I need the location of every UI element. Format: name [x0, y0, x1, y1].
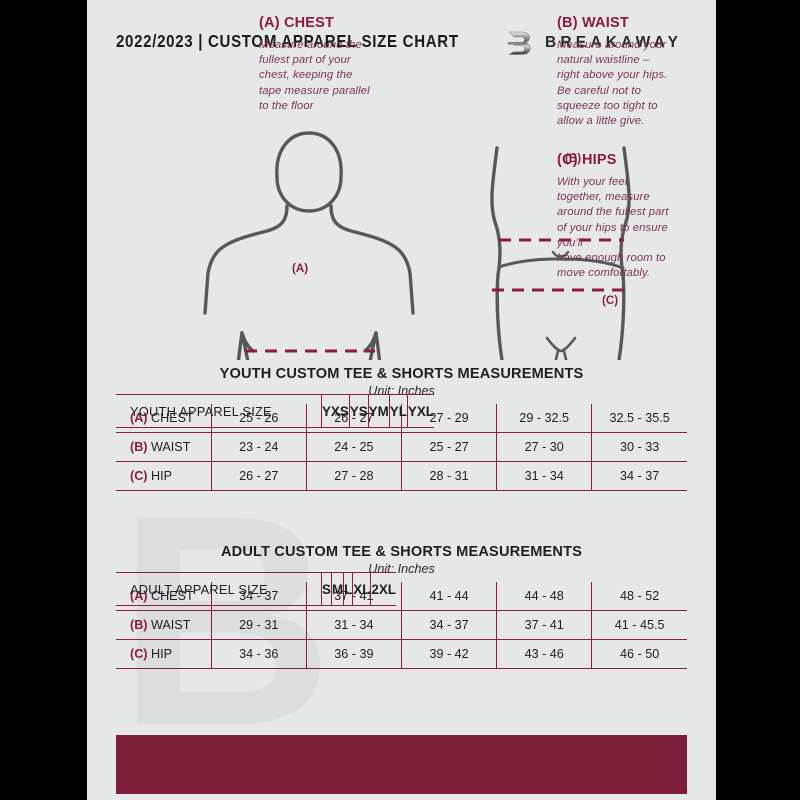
column-header: XL	[352, 572, 372, 606]
cell: 34 - 37	[591, 461, 687, 491]
youth-apparel-size-label: YOUTH APPAREL SIZE	[116, 394, 322, 428]
column-header: YL	[389, 394, 408, 428]
row-name: HIP	[150, 647, 172, 661]
column-header: YXS	[321, 394, 350, 428]
table-header-row: ADULT APPAREL SIZE S M L XL 2XL	[116, 572, 716, 606]
callout-chest: (A) CHEST Measure around the fullest par…	[259, 15, 434, 114]
row-tag: (C)	[130, 647, 148, 661]
page-title: 2022/2023 | CUSTOM APPAREL SIZE CHART	[116, 31, 459, 51]
column-header: YS	[349, 394, 369, 428]
cell: 44 - 48	[496, 582, 593, 611]
callout-line: you'll	[557, 236, 583, 249]
row-name: WAIST	[150, 440, 191, 454]
callout-line: around the fullest part	[557, 206, 669, 219]
measurement-figures: (A) (B) (C)	[87, 70, 716, 360]
adult-size-table: ADULT APPAREL SIZE S M L XL 2XL (A) CHES…	[116, 572, 687, 669]
callout-hips: (C) HIPS With your feet together, measur…	[557, 152, 707, 281]
callout-hips-body: With your feet together, measure around …	[557, 175, 707, 281]
row-label: (B) WAIST	[116, 610, 212, 640]
column-header: 2XL	[370, 572, 396, 606]
waist-marker-label: (B)	[565, 152, 582, 165]
callout-line: tape measure parallel	[259, 84, 370, 97]
callout-waist: (B) WAIST Measure around your natural wa…	[557, 15, 707, 129]
cell: 34 - 36	[211, 639, 307, 669]
cell: 46 - 50	[591, 639, 687, 669]
callout-line: squeeze too tight to	[557, 99, 658, 112]
cell: 23 - 24	[211, 432, 307, 462]
callout-line: right above your hips.	[557, 69, 668, 82]
brand-name: BREAKAWAY	[545, 34, 683, 51]
row-label: (C) HIP	[116, 461, 212, 491]
adult-measurements-block: ADULT CUSTOM TEE & SHORTS MEASUREMENTS U…	[116, 544, 687, 669]
callout-line: chest, keeping the	[259, 69, 353, 82]
row-name: HIP	[150, 469, 172, 483]
callout-line: move comfortably.	[557, 267, 651, 280]
size-chart-sheet: B 2022/2023 | CUSTOM APPAREL SIZE CHART	[87, 0, 716, 800]
table-row: (C) HIP 34 - 36 36 - 39 39 - 42 43 - 46 …	[116, 639, 687, 669]
callout-line: Measure around your	[557, 39, 667, 51]
youth-measurements-block: YOUTH CUSTOM TEE & SHORTS MEASUREMENTS U…	[116, 366, 687, 491]
cell: 25 - 27	[401, 432, 498, 462]
callout-waist-title: (B) WAIST	[557, 15, 629, 31]
table-row: (C) HIP 26 - 27 27 - 28 28 - 31 31 - 34 …	[116, 461, 687, 491]
cell: 30 - 33	[591, 432, 687, 462]
hip-marker-label: (C)	[602, 294, 619, 307]
row-label: (B) WAIST	[116, 432, 212, 462]
cell: 31 - 34	[306, 610, 402, 640]
cell: 32.5 - 35.5	[591, 404, 687, 433]
callout-hips-title: (C) HIPS	[557, 152, 617, 168]
callout-line: of your hips to ensure	[557, 221, 668, 234]
cell: 31 - 34	[496, 461, 593, 491]
cell: 37 - 41	[496, 610, 593, 640]
cell: 27 - 30	[496, 432, 593, 462]
cell: 28 - 31	[401, 461, 498, 491]
callout-line: With your feet	[557, 176, 628, 188]
callout-line: Be careful not to	[557, 84, 641, 97]
body-figures-illustration	[203, 131, 631, 360]
row-name: WAIST	[150, 618, 191, 632]
row-label: (C) HIP	[116, 639, 212, 669]
cell: 29 - 31	[211, 610, 307, 640]
callout-line: to the floor	[259, 99, 314, 112]
youth-table-title: YOUTH CUSTOM TEE & SHORTS MEASUREMENTS	[219, 366, 584, 382]
breakaway-logo-icon	[503, 28, 537, 60]
column-header: YM	[368, 394, 390, 428]
adult-apparel-size-label: ADULT APPAREL SIZE	[116, 572, 322, 606]
callout-line: allow a little give.	[557, 115, 645, 128]
chest-marker-label: (A)	[292, 262, 309, 275]
cell: 36 - 39	[306, 639, 402, 669]
column-header: YXL	[407, 394, 434, 428]
callout-line: fullest part of your	[259, 54, 351, 67]
table-row: (B) WAIST 23 - 24 24 - 25 25 - 27 27 - 3…	[116, 432, 687, 462]
table-row: (B) WAIST 29 - 31 31 - 34 34 - 37 37 - 4…	[116, 610, 687, 640]
cell: 39 - 42	[401, 639, 498, 669]
callout-line: together, measure	[557, 191, 650, 204]
cell: 29 - 32.5	[496, 404, 593, 433]
page-header: 2022/2023 | CUSTOM APPAREL SIZE CHART	[87, 28, 716, 60]
footer-banner	[116, 735, 687, 794]
column-header: S	[321, 572, 332, 606]
column-header: M	[331, 572, 345, 606]
table-header-row: YOUTH APPAREL SIZE YXS YS YM YL YXL	[116, 394, 716, 428]
adult-table-title: ADULT CUSTOM TEE & SHORTS MEASUREMENTS	[220, 544, 583, 560]
callout-waist-body: Measure around your natural waistline – …	[557, 38, 707, 129]
cell: 41 - 44	[401, 582, 498, 611]
callout-line: natural waistline –	[557, 54, 650, 67]
row-tag: (B)	[130, 440, 148, 454]
cell: 27 - 28	[306, 461, 402, 491]
callout-line: Measure around the	[259, 39, 362, 51]
callout-line: have enough room to	[557, 252, 666, 265]
cell: 26 - 27	[211, 461, 307, 491]
cell: 41 - 45.5	[591, 610, 687, 640]
cell: 48 - 52	[591, 582, 687, 611]
column-header: L	[343, 572, 354, 606]
youth-size-table: YOUTH APPAREL SIZE YXS YS YM YL YXL (A) …	[116, 394, 687, 491]
row-tag: (B)	[130, 618, 148, 632]
cell: 24 - 25	[306, 432, 402, 462]
cell: 34 - 37	[401, 610, 498, 640]
callout-chest-body: Measure around the fullest part of your …	[259, 38, 434, 114]
cell: 43 - 46	[496, 639, 593, 669]
row-tag: (C)	[130, 469, 148, 483]
callout-chest-title: (A) CHEST	[259, 15, 335, 31]
